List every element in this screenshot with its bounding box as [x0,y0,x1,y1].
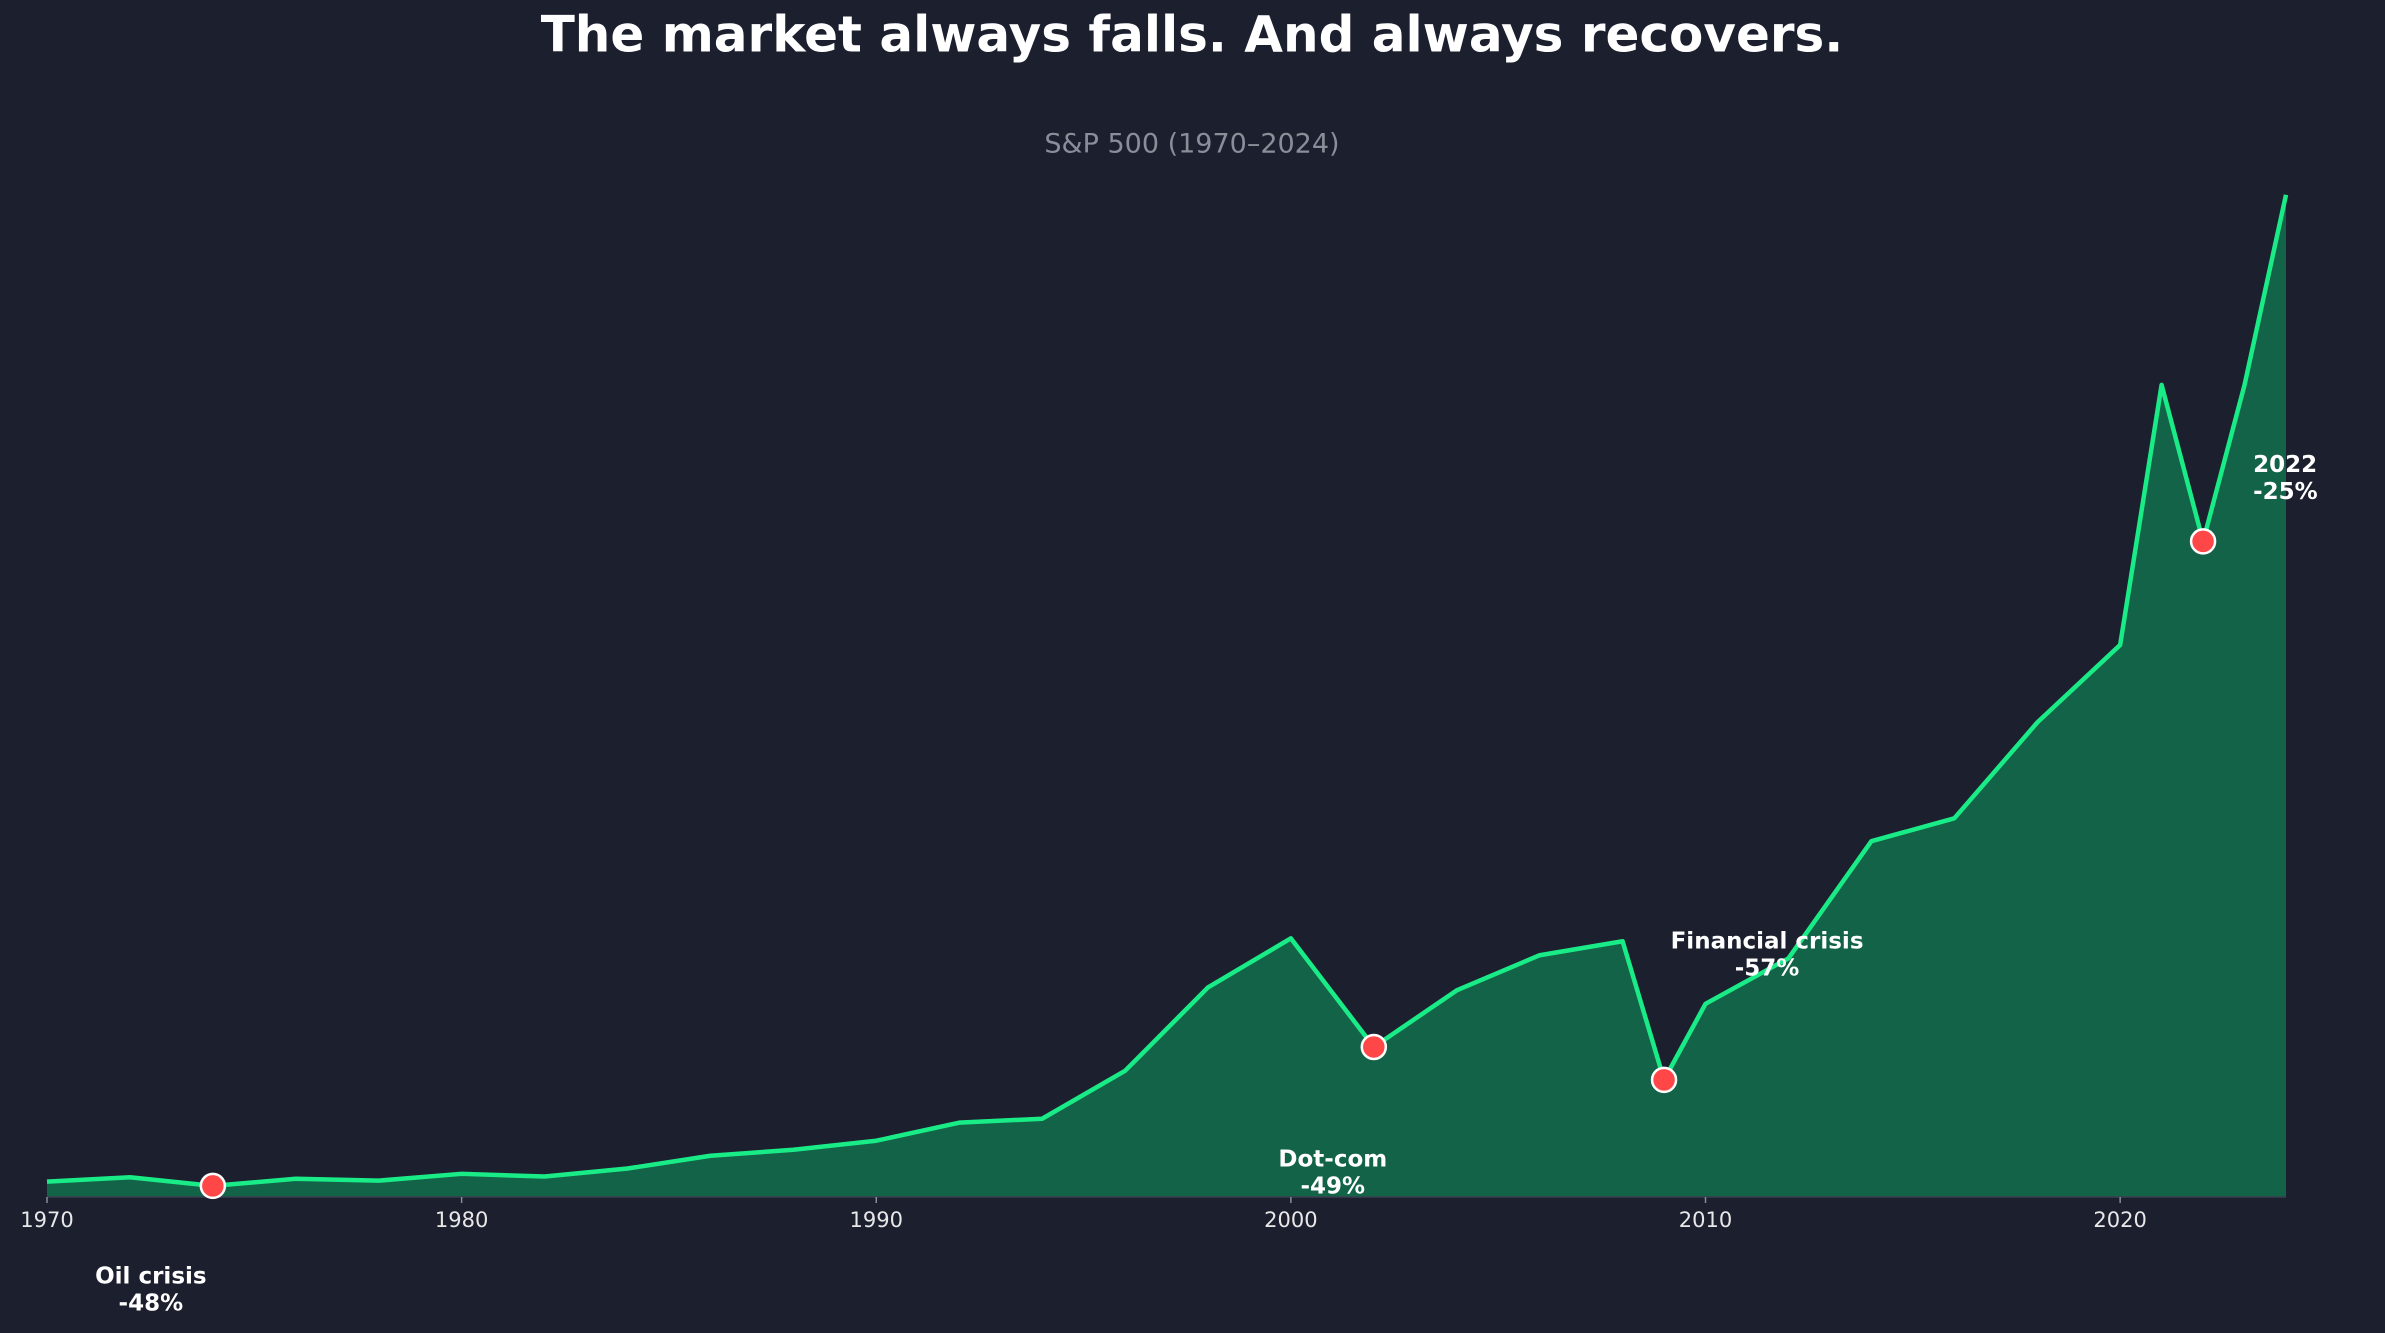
area-fill [47,194,2286,1197]
x-tick-label: 2000 [1264,1208,1317,1232]
x-tick-label: 1980 [435,1208,488,1232]
crash-name: 2022 [2253,452,2317,478]
crash-drop: -25% [2253,479,2318,505]
x-tick-label: 2020 [2093,1208,2146,1232]
crash-name: Oil crisis [95,1263,206,1289]
x-tick-label: 1970 [20,1208,73,1232]
crash-marker [2189,528,2217,555]
crash-name: Financial crisis [1671,928,1864,954]
x-tick-label: 2010 [1679,1208,1732,1232]
chart-subtitle: S&P 500 (1970–2024) [1044,129,1339,160]
crash-drop: -48% [119,1290,184,1316]
crash-marker [1360,1033,1388,1061]
line [46,194,2289,1189]
x-tick-label: 1990 [850,1208,903,1232]
crash-marker [199,1172,227,1200]
crash-drop: -49% [1301,1173,1366,1199]
crash-name: Dot-com [1278,1146,1387,1172]
crash-drop: -57% [1735,955,1800,981]
chart-title: The market always falls. And always reco… [541,6,1844,64]
crash-marker [1650,1066,1678,1094]
